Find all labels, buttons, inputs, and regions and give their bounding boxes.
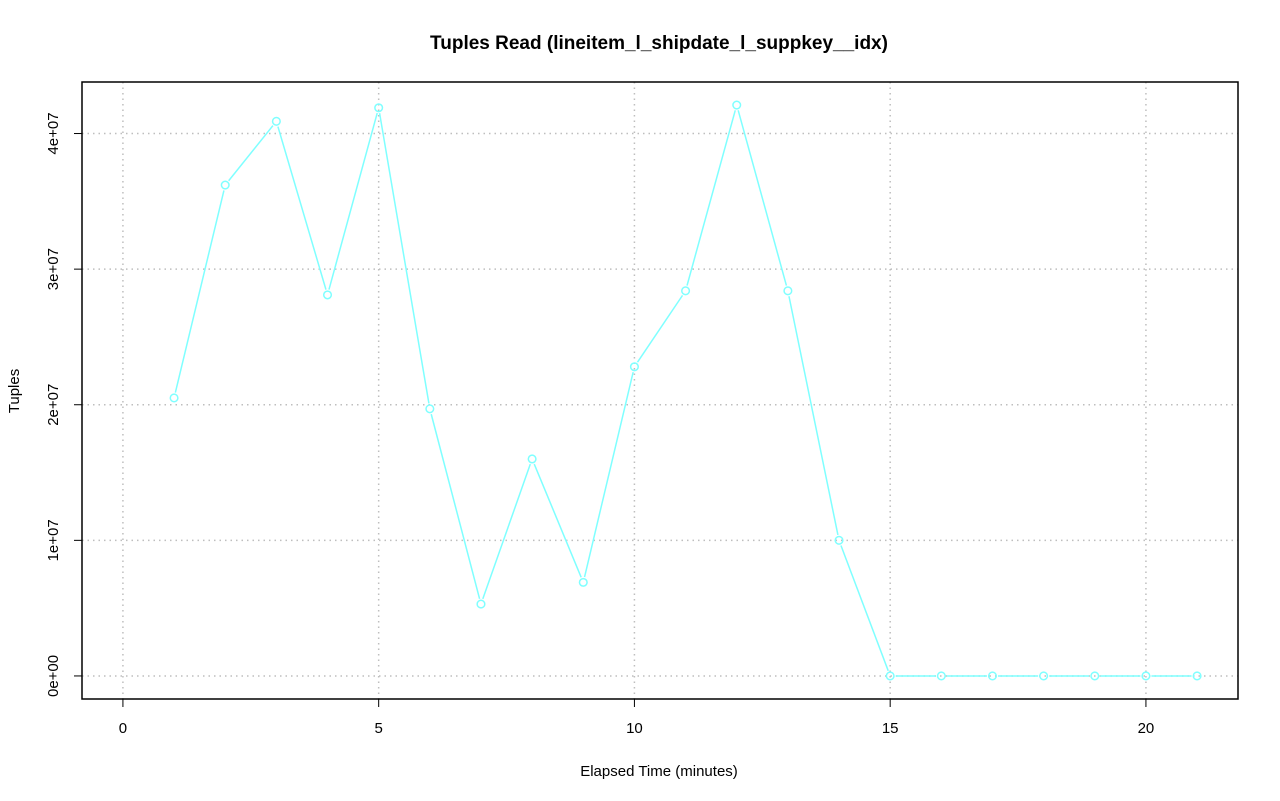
series-line-segment [788, 296, 839, 536]
data-point [681, 286, 691, 296]
grid-lines [82, 82, 1238, 699]
series-line-segment [840, 545, 889, 672]
data-point [1090, 671, 1100, 681]
data-point [987, 671, 998, 681]
series-layer [169, 100, 1202, 681]
series-line-segment [378, 113, 430, 404]
data-point [220, 180, 230, 190]
series-line-segment [482, 463, 532, 600]
y-tick-label-2: 2e+07 [45, 384, 62, 426]
series-line-segment [686, 110, 736, 286]
series-line-segment [328, 112, 378, 290]
data-point [1039, 671, 1049, 681]
data-point [732, 100, 742, 110]
y-axis-label: Tuples [6, 369, 23, 413]
x-tick-label-2: 10 [626, 720, 643, 737]
series-line-segment [583, 371, 634, 578]
data-point [527, 454, 537, 464]
data-point [425, 404, 435, 414]
y-tick-label-3: 3e+07 [45, 248, 62, 290]
data-point [271, 116, 281, 126]
x-tick-label-0: 0 [119, 720, 127, 737]
y-tick-label-4: 4e+07 [45, 112, 62, 154]
series-line-segment [737, 110, 788, 286]
chart-title: Tuples Read (lineitem_l_shipdate_l_suppk… [430, 33, 888, 54]
data-point [476, 599, 486, 609]
x-axis-label: Elapsed Time (minutes) [580, 763, 738, 780]
data-point [834, 535, 844, 545]
data-point [936, 671, 946, 681]
series-line-segment [533, 463, 582, 578]
data-point [374, 103, 384, 113]
y-tick-label-1: 1e+07 [45, 519, 62, 561]
data-point [169, 393, 179, 403]
x-tick-label-1: 5 [375, 720, 383, 737]
data-point [783, 286, 793, 296]
x-tick-label-4: 20 [1138, 720, 1155, 737]
y-tick-label-0: 0e+00 [45, 655, 62, 697]
series-line-segment [174, 190, 225, 393]
series-line-segment [277, 126, 327, 290]
plot-frame [81, 81, 1239, 700]
data-point [322, 290, 333, 300]
series-line-segment [228, 125, 274, 182]
data-point [885, 671, 895, 681]
axes-layer: 0 5 10 15 20 0e+00 1e+07 2e+07 3e+07 4e+07 [45, 112, 1154, 737]
data-point [578, 577, 588, 587]
data-point [1141, 671, 1151, 681]
series-line-segment [430, 413, 481, 599]
data-point [1192, 671, 1202, 681]
data-point [629, 362, 639, 372]
x-tick-label-3: 15 [882, 720, 899, 737]
series-line-segment [636, 294, 684, 363]
